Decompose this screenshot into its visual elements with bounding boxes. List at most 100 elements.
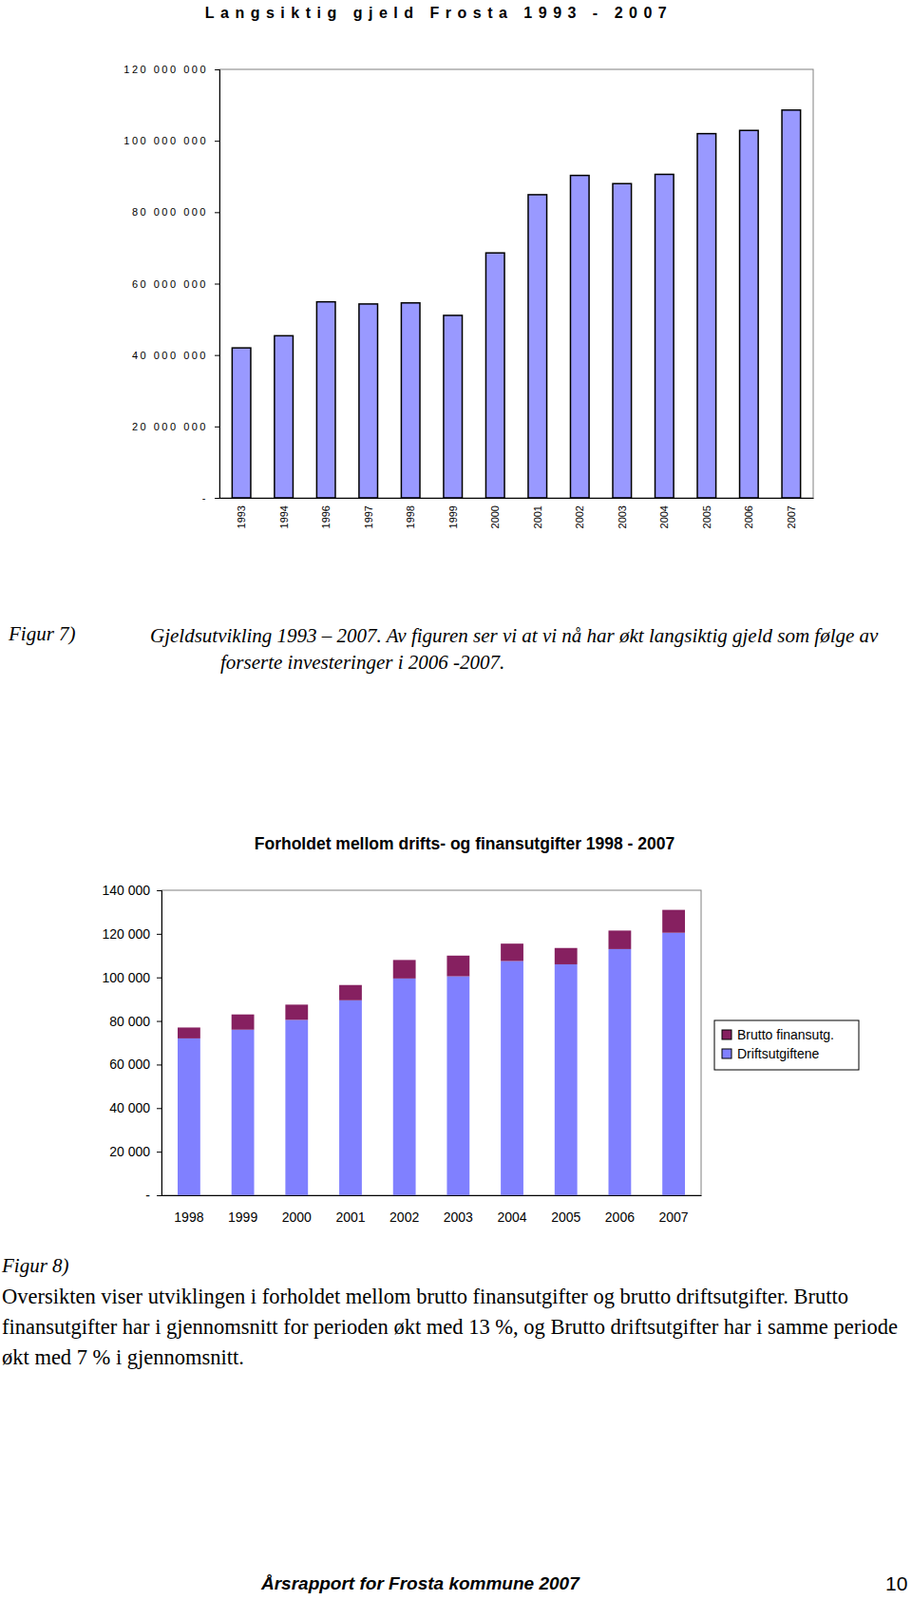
tick-label: 2006: [605, 1209, 635, 1225]
tick: 1994: [278, 497, 290, 529]
tick-label: 2004: [496, 1209, 527, 1225]
tick: 140 000: [101, 882, 162, 898]
caption-text: Oversikten viser utviklingen i forholdet…: [1, 1281, 910, 1373]
tick: 1998: [404, 497, 417, 529]
bar-segment: [500, 943, 524, 961]
tick-label: 2004: [658, 505, 670, 529]
tick: 2000: [282, 1195, 312, 1225]
bar-segment: [177, 1026, 201, 1038]
caption-label: Figur 7): [8, 622, 76, 646]
tick: 20 000 000: [132, 420, 220, 433]
bar: [697, 133, 717, 498]
tick-mark: [156, 1107, 162, 1109]
bar-segment: [446, 955, 470, 977]
footer-text: Årsrapport for Frosta kommune 2007: [261, 1573, 580, 1595]
tick-label: 120 000 000: [123, 63, 209, 76]
tick-mark: [214, 497, 220, 499]
x-axis: 1993199419961997199819992000200120022003…: [220, 497, 815, 529]
bar-segment: [662, 932, 685, 1196]
chart-title: Langsiktig gjeld Frosta 1993 - 2007: [205, 4, 673, 21]
bar-segment: [554, 964, 578, 1196]
bar: [316, 302, 336, 498]
bar: [400, 303, 420, 498]
tick-label: 60 000: [109, 1056, 151, 1072]
tick-label: 2000: [282, 1209, 312, 1225]
bar-segment: [339, 1000, 362, 1196]
tick-label: 1994: [278, 505, 290, 529]
plot-frame: [219, 69, 814, 498]
tick-mark: [156, 1195, 162, 1197]
tick-label: 2003: [443, 1209, 474, 1225]
bar: [528, 194, 548, 498]
x-axis: 1998199920002001200220032004200520062007: [162, 1195, 703, 1225]
tick-label: 1996: [320, 505, 332, 529]
legend-box: [714, 1020, 859, 1070]
chart-title: Forholdet mellom drifts- og finansutgift…: [254, 834, 675, 854]
tick-mark: [156, 977, 162, 979]
tick-mark: [214, 140, 220, 142]
tick-label: 140 000: [101, 882, 151, 898]
tick: 2005: [551, 1195, 581, 1225]
bar-segment: [285, 1019, 308, 1196]
axis-line: [162, 1195, 703, 1197]
tick-label: 1998: [404, 505, 417, 529]
tick-label: 2001: [335, 1209, 365, 1225]
y-axis: -20 00040 00060 00080 000100 000120 0001…: [101, 882, 162, 1203]
tick-mark: [214, 69, 220, 71]
tick: 1997: [362, 497, 375, 529]
tick-mark: [214, 426, 220, 428]
legend-swatch: [722, 1048, 732, 1059]
bar: [655, 173, 675, 498]
bar-segment: [339, 985, 362, 1001]
tick-label: 20 000 000: [132, 420, 209, 433]
tick: 2003: [616, 497, 628, 529]
legend: Brutto finansutg. Driftsutgiftene: [714, 1020, 859, 1070]
bar-segment: [177, 1038, 201, 1196]
bar-segment: [608, 949, 631, 1196]
chart-1: Forholdet mellom drifts- og finansutgift…: [101, 834, 859, 1225]
tick-label: 1997: [362, 505, 375, 529]
tick-label: 1999: [447, 505, 459, 529]
bar-segment: [285, 1004, 308, 1020]
tick-label: -: [145, 1187, 151, 1203]
page-number: 10: [885, 1572, 908, 1596]
tick: 2007: [659, 1195, 689, 1225]
bar-segment: [554, 948, 578, 965]
tick-mark: [156, 890, 162, 892]
tick-label: 2001: [532, 505, 544, 529]
caption-label: Figur 8): [1, 1254, 70, 1278]
tick-label: 100 000 000: [123, 134, 209, 147]
bar-segment: [231, 1014, 255, 1030]
bar-segment: [500, 961, 524, 1196]
tick-label: 1999: [228, 1209, 258, 1225]
axis-line: [156, 891, 163, 1197]
tick-mark: [214, 211, 220, 213]
tick-label: 100 000: [101, 969, 151, 986]
tick-mark: [156, 933, 162, 935]
tick: 80 000 000: [132, 206, 220, 218]
legend-label: Driftsutgiftene: [737, 1045, 820, 1062]
tick: 40 000: [109, 1100, 162, 1116]
tick: 1999: [228, 1195, 258, 1225]
bar: [231, 347, 251, 498]
tick-label: 1998: [173, 1209, 204, 1225]
tick-label: 1993: [235, 505, 247, 529]
tick-label: -: [202, 492, 209, 504]
tick: 2005: [701, 497, 713, 529]
tick-label: 2007: [659, 1209, 689, 1225]
tick: 2002: [573, 497, 586, 529]
tick: 2007: [785, 497, 798, 529]
tick-label: 80 000 000: [132, 206, 209, 218]
tick-label: 120 000: [101, 926, 151, 942]
tick-label: 2002: [573, 505, 586, 529]
legend-label: Brutto finansutg.: [737, 1026, 835, 1043]
tick-label: 2005: [701, 505, 713, 529]
tick-label: 20 000: [109, 1143, 151, 1159]
bar-segment: [608, 930, 631, 949]
bar: [443, 315, 463, 498]
tick: 1996: [320, 497, 332, 529]
tick-label: 2005: [551, 1209, 581, 1225]
bars: [231, 110, 800, 498]
tick: 20 000: [109, 1143, 162, 1159]
bar: [485, 252, 505, 498]
